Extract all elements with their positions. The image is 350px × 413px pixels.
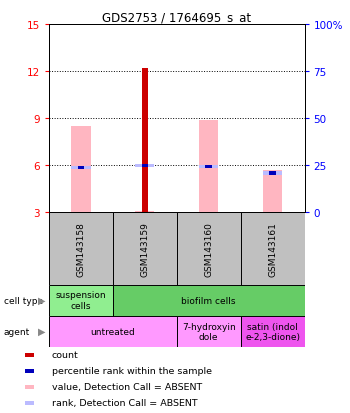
Text: count: count xyxy=(51,351,78,359)
Bar xyxy=(113,285,304,316)
Text: GSM143160: GSM143160 xyxy=(204,221,213,276)
Bar xyxy=(177,316,241,347)
Bar xyxy=(177,213,241,285)
Bar xyxy=(25,385,34,389)
Text: cell type: cell type xyxy=(4,296,43,305)
Bar xyxy=(25,369,34,373)
Text: 7-hydroxyin
dole: 7-hydroxyin dole xyxy=(182,322,236,341)
Text: biofilm cells: biofilm cells xyxy=(181,296,236,305)
Bar xyxy=(135,165,154,168)
Text: satin (indol
e-2,3-dione): satin (indol e-2,3-dione) xyxy=(245,322,300,341)
Bar xyxy=(270,172,276,175)
Bar xyxy=(263,172,282,175)
Text: suspension
cells: suspension cells xyxy=(56,291,106,310)
Text: untreated: untreated xyxy=(91,327,135,336)
Bar xyxy=(263,171,282,213)
Text: GSM143161: GSM143161 xyxy=(268,221,277,276)
Bar xyxy=(78,166,84,170)
Bar xyxy=(241,213,304,285)
Bar xyxy=(135,211,154,213)
Text: value, Detection Call = ABSENT: value, Detection Call = ABSENT xyxy=(51,382,202,392)
Bar xyxy=(71,126,91,213)
Bar xyxy=(49,213,113,285)
Bar xyxy=(25,353,34,357)
Bar xyxy=(49,316,177,347)
Bar xyxy=(241,316,304,347)
Text: ▶: ▶ xyxy=(38,295,46,306)
Bar xyxy=(199,120,218,213)
Text: GSM143158: GSM143158 xyxy=(76,221,85,276)
Bar xyxy=(205,166,212,169)
Bar xyxy=(199,166,218,169)
Bar xyxy=(113,213,177,285)
Bar xyxy=(71,166,91,170)
Text: rank, Detection Call = ABSENT: rank, Detection Call = ABSENT xyxy=(51,399,197,407)
Bar xyxy=(49,285,113,316)
Bar xyxy=(142,165,148,168)
Bar xyxy=(25,401,34,405)
Title: GDS2753 / 1764695_s_at: GDS2753 / 1764695_s_at xyxy=(102,11,251,24)
Text: percentile rank within the sample: percentile rank within the sample xyxy=(51,366,211,375)
Text: ▶: ▶ xyxy=(38,326,46,337)
Text: agent: agent xyxy=(4,327,30,336)
Bar xyxy=(142,69,148,213)
Text: GSM143159: GSM143159 xyxy=(140,221,149,276)
